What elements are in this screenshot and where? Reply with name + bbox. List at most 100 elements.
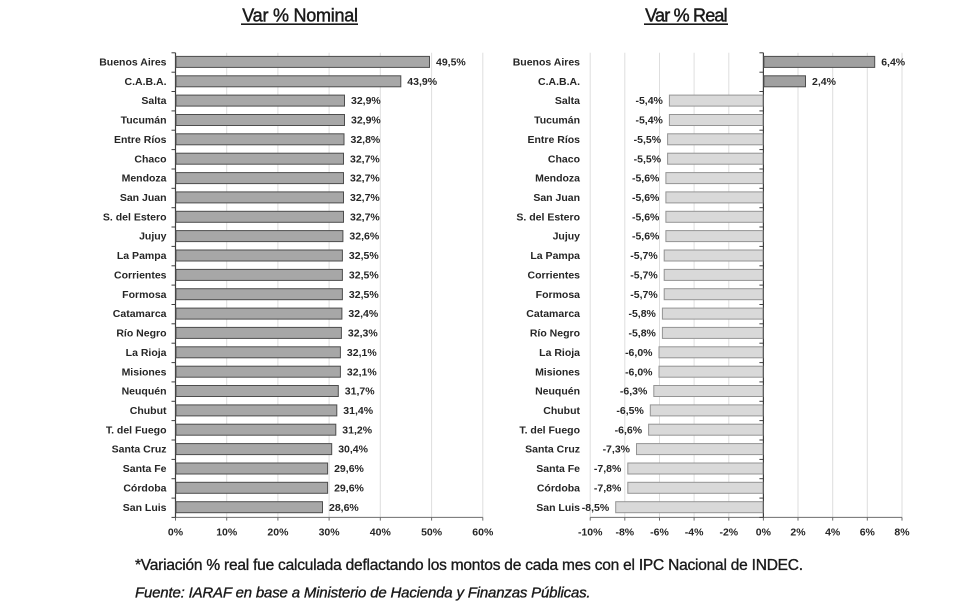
svg-text:Santa Cruz: Santa Cruz bbox=[525, 444, 580, 456]
svg-text:La Rioja: La Rioja bbox=[126, 347, 167, 359]
svg-text:Córdoba: Córdoba bbox=[123, 482, 166, 494]
svg-text:Buenos Aires: Buenos Aires bbox=[99, 57, 166, 69]
svg-text:San Luis: San Luis bbox=[536, 502, 580, 514]
svg-text:Santa Fe: Santa Fe bbox=[536, 463, 580, 475]
svg-text:32,9%: 32,9% bbox=[351, 115, 381, 127]
svg-text:60%: 60% bbox=[472, 527, 494, 539]
svg-text:43,9%: 43,9% bbox=[407, 76, 437, 88]
svg-text:-5,5%: -5,5% bbox=[634, 153, 662, 165]
svg-text:10%: 10% bbox=[216, 527, 238, 539]
svg-text:T. del Fuego: T. del Fuego bbox=[106, 424, 167, 436]
svg-text:S. del Estero: S. del Estero bbox=[103, 211, 167, 223]
svg-text:-5,8%: -5,8% bbox=[628, 328, 656, 340]
svg-text:32,3%: 32,3% bbox=[348, 328, 378, 340]
svg-text:Formosa: Formosa bbox=[122, 289, 167, 301]
svg-text:Misiones: Misiones bbox=[122, 366, 167, 378]
svg-text:32,5%: 32,5% bbox=[349, 250, 379, 262]
svg-text:6,4%: 6,4% bbox=[881, 57, 906, 69]
svg-text:-5,5%: -5,5% bbox=[634, 134, 662, 146]
svg-text:Var % Real: Var % Real bbox=[645, 6, 727, 26]
svg-text:32,7%: 32,7% bbox=[350, 211, 380, 223]
svg-text:31,2%: 31,2% bbox=[342, 424, 372, 436]
svg-text:29,6%: 29,6% bbox=[334, 463, 364, 475]
svg-text:Jujuy: Jujuy bbox=[553, 231, 581, 243]
svg-text:Var % Nominal: Var % Nominal bbox=[242, 6, 357, 26]
svg-text:32,4%: 32,4% bbox=[348, 308, 378, 320]
svg-text:Catamarca: Catamarca bbox=[526, 308, 580, 320]
svg-text:-6,5%: -6,5% bbox=[616, 405, 644, 417]
svg-text:6%: 6% bbox=[860, 527, 876, 539]
svg-text:Mendoza: Mendoza bbox=[535, 173, 580, 185]
svg-text:Córdoba: Córdoba bbox=[537, 482, 580, 494]
svg-text:Chaco: Chaco bbox=[134, 153, 166, 165]
svg-text:-5,4%: -5,4% bbox=[635, 95, 663, 107]
svg-text:-6,3%: -6,3% bbox=[620, 386, 648, 398]
svg-text:C.A.B.A.: C.A.B.A. bbox=[125, 76, 167, 88]
svg-text:32,7%: 32,7% bbox=[350, 192, 380, 204]
svg-text:32,8%: 32,8% bbox=[351, 134, 381, 146]
svg-text:32,7%: 32,7% bbox=[350, 153, 380, 165]
svg-text:Chubut: Chubut bbox=[543, 405, 580, 417]
svg-text:Corrientes: Corrientes bbox=[527, 270, 580, 282]
svg-text:50%: 50% bbox=[421, 527, 443, 539]
svg-text:-5,6%: -5,6% bbox=[632, 173, 660, 185]
svg-text:30,4%: 30,4% bbox=[338, 444, 368, 456]
svg-text:La Rioja: La Rioja bbox=[539, 347, 580, 359]
svg-text:Chaco: Chaco bbox=[548, 153, 580, 165]
svg-text:0%: 0% bbox=[168, 527, 184, 539]
svg-text:San Juan: San Juan bbox=[120, 192, 167, 204]
svg-text:-2%: -2% bbox=[719, 527, 738, 539]
svg-text:32,9%: 32,9% bbox=[351, 95, 381, 107]
svg-text:-7,8%: -7,8% bbox=[594, 463, 622, 475]
svg-text:-8,5%: -8,5% bbox=[582, 502, 610, 514]
svg-text:31,4%: 31,4% bbox=[343, 405, 373, 417]
svg-text:30%: 30% bbox=[319, 527, 341, 539]
svg-text:T. del Fuego: T. del Fuego bbox=[519, 424, 580, 436]
svg-text:40%: 40% bbox=[370, 527, 392, 539]
svg-text:Salta: Salta bbox=[141, 95, 166, 107]
svg-text:-5,8%: -5,8% bbox=[628, 308, 656, 320]
svg-text:2%: 2% bbox=[790, 527, 806, 539]
svg-text:29,6%: 29,6% bbox=[334, 482, 364, 494]
svg-text:-5,4%: -5,4% bbox=[635, 115, 663, 127]
svg-text:-10%: -10% bbox=[578, 527, 603, 539]
svg-text:-6,6%: -6,6% bbox=[615, 424, 643, 436]
svg-text:Tucumán: Tucumán bbox=[121, 115, 167, 127]
svg-text:32,1%: 32,1% bbox=[347, 347, 377, 359]
svg-text:-6%: -6% bbox=[650, 527, 669, 539]
svg-text:-5,7%: -5,7% bbox=[630, 289, 658, 301]
svg-text:28,6%: 28,6% bbox=[329, 502, 359, 514]
svg-text:San Juan: San Juan bbox=[533, 192, 580, 204]
svg-text:32,5%: 32,5% bbox=[349, 270, 379, 282]
svg-text:Buenos Aires: Buenos Aires bbox=[513, 57, 580, 69]
svg-text:-5,7%: -5,7% bbox=[630, 270, 658, 282]
svg-text:49,5%: 49,5% bbox=[436, 57, 466, 69]
svg-text:Salta: Salta bbox=[555, 95, 580, 107]
svg-text:*Variación % real fue calculad: *Variación % real fue calculada deflacta… bbox=[135, 557, 803, 574]
svg-text:Jujuy: Jujuy bbox=[139, 231, 167, 243]
svg-text:Entre Ríos: Entre Ríos bbox=[527, 134, 580, 146]
svg-text:-4%: -4% bbox=[685, 527, 704, 539]
svg-text:Neuquén: Neuquén bbox=[122, 386, 167, 398]
svg-text:La Pampa: La Pampa bbox=[117, 250, 167, 262]
svg-text:Entre Ríos: Entre Ríos bbox=[114, 134, 167, 146]
svg-text:Tucumán: Tucumán bbox=[534, 115, 580, 127]
svg-text:-7,3%: -7,3% bbox=[603, 444, 631, 456]
svg-text:La Pampa: La Pampa bbox=[530, 250, 580, 262]
svg-text:0%: 0% bbox=[756, 527, 772, 539]
svg-text:-5,6%: -5,6% bbox=[632, 231, 660, 243]
svg-text:-6,0%: -6,0% bbox=[625, 347, 653, 359]
svg-text:Neuquén: Neuquén bbox=[535, 386, 580, 398]
svg-text:-5,7%: -5,7% bbox=[630, 250, 658, 262]
svg-text:Formosa: Formosa bbox=[536, 289, 581, 301]
svg-text:20%: 20% bbox=[267, 527, 289, 539]
svg-text:C.A.B.A.: C.A.B.A. bbox=[538, 76, 580, 88]
svg-text:-6,0%: -6,0% bbox=[625, 366, 653, 378]
svg-text:32,7%: 32,7% bbox=[350, 173, 380, 185]
svg-text:Río Negro: Río Negro bbox=[530, 328, 580, 340]
svg-text:Santa Cruz: Santa Cruz bbox=[112, 444, 167, 456]
svg-text:8%: 8% bbox=[894, 527, 910, 539]
svg-text:Mendoza: Mendoza bbox=[122, 173, 167, 185]
svg-text:S. del Estero: S. del Estero bbox=[516, 211, 580, 223]
svg-text:Misiones: Misiones bbox=[535, 366, 580, 378]
